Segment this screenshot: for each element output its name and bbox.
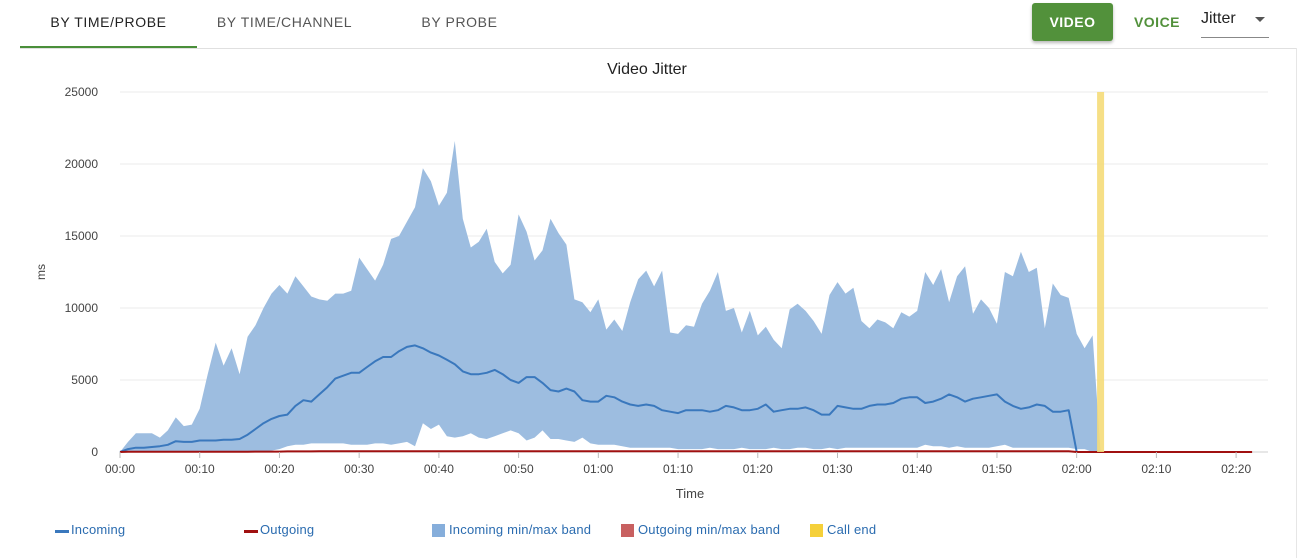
legend-incoming-band-label: Incoming min/max band [449,522,592,537]
x-tick-label: 00:40 [424,462,454,476]
legend-outgoing-label: Outgoing [260,522,315,537]
y-tick-label: 10000 [65,301,99,315]
y-tick-label: 20000 [65,157,99,171]
incoming-line [119,344,1101,453]
axes-layer: 0 5000 10000 15000 20000 25000 00:00 00:10 00:20… [65,85,1252,476]
x-tick-label: 00:50 [504,462,534,476]
call-end-layer [1097,92,1105,452]
x-tick-label: 01:50 [982,462,1012,476]
video-button[interactable]: VIDEO [1032,3,1113,41]
metric-select-value: Jitter [1201,10,1236,27]
legend-incoming-band-swatch [432,524,445,537]
chart-title: Video Jitter [607,61,687,78]
legend-incoming-label: Incoming [71,522,126,537]
metric-select[interactable]: Jitter [1201,5,1269,38]
tab-by-probe[interactable]: BY PROBE [421,14,498,30]
y-tick-label: 25000 [65,85,99,99]
x-tick-label: 00:20 [264,462,294,476]
x-tick-label: 02:20 [1221,462,1251,476]
incoming-band-area [120,141,1101,452]
y-tick-label: 0 [91,445,98,459]
legend-call-end-swatch [810,524,823,537]
outgoing-line [119,450,1253,453]
x-tick-label: 01:30 [822,462,852,476]
y-axis-label: ms [34,264,48,280]
y-tick-label: 15000 [65,229,99,243]
legend-incoming-swatch [55,530,69,533]
legend-outgoing-band-label: Outgoing min/max band [638,522,781,537]
x-tick-label: 00:30 [344,462,374,476]
x-tick-label: 00:10 [185,462,215,476]
call-end-marker [1097,92,1105,452]
x-tick-label: 02:10 [1141,462,1171,476]
x-tick-label: 02:00 [1062,462,1092,476]
x-axis-label: Time [676,486,704,501]
tab-by-time-probe[interactable]: BY TIME/PROBE [20,0,197,48]
x-tick-label: 01:40 [902,462,932,476]
legend-call-end-label: Call end [827,522,877,537]
lines-layer [119,344,1253,453]
y-tick-label: 5000 [71,373,98,387]
x-tick-label: 01:10 [663,462,693,476]
legend-outgoing-band-swatch [621,524,634,537]
tab-bar: BY TIME/PROBE BY TIME/CHANNEL BY PROBE [20,0,1297,49]
x-tick-label: 00:00 [105,462,135,476]
x-tick-label: 01:20 [743,462,773,476]
x-tick-label: 01:00 [583,462,613,476]
bands-layer [120,141,1101,452]
voice-button[interactable]: VOICE [1133,14,1181,30]
caret-down-icon [1255,17,1265,22]
legend-outgoing-swatch [244,530,258,533]
tab-by-time-channel[interactable]: BY TIME/CHANNEL [216,14,353,30]
